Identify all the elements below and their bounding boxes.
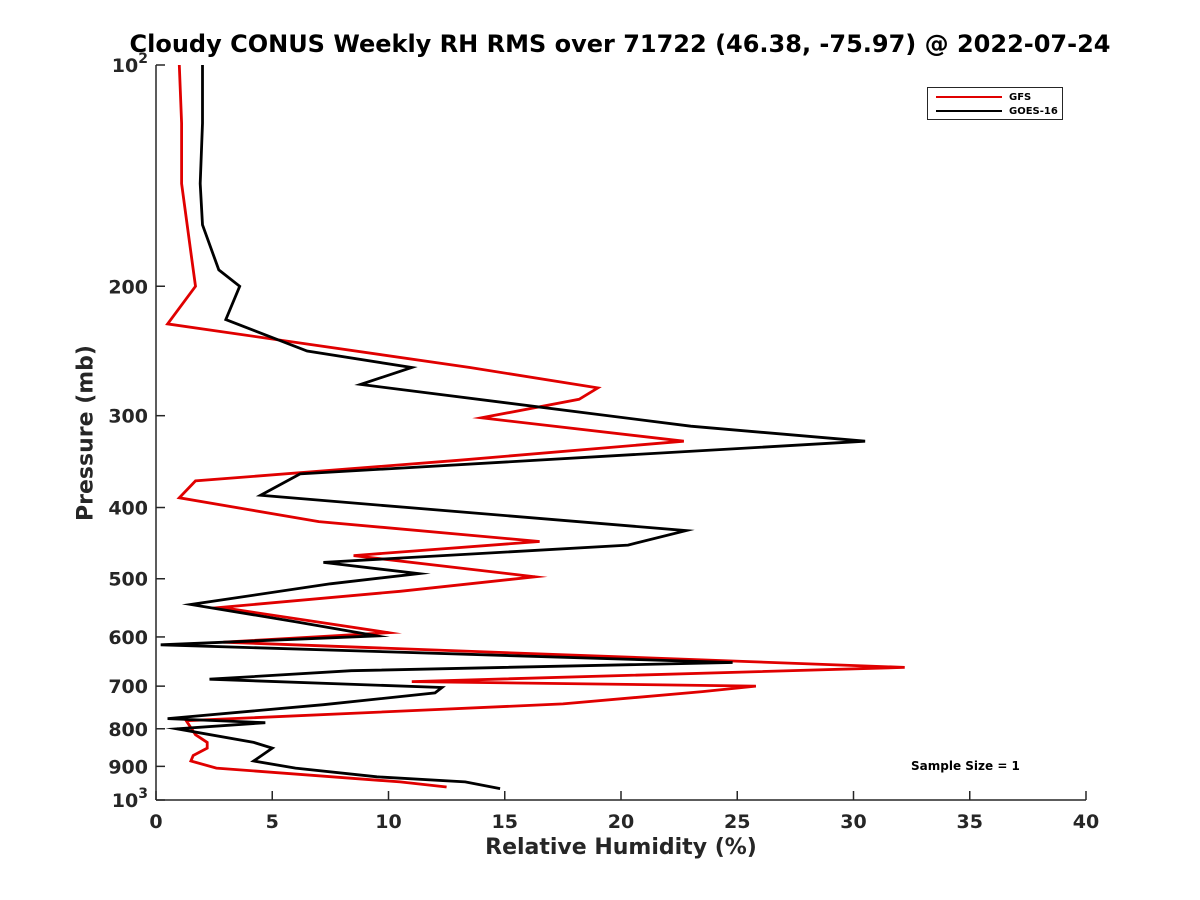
y-axis-label: Pressure (mb) [73,345,99,521]
plot-area [155,65,1086,801]
legend-label-goes16: GOES-16 [1009,105,1058,117]
legend-entry-gfs: GFS [936,90,1031,104]
x-tick-label: 30 [840,811,866,833]
y-tick-label: 800 [108,719,148,741]
legend-entry-goes16: GOES-16 [936,104,1058,118]
x-tick-label: 35 [957,811,983,833]
x-tick-label: 5 [266,811,279,833]
y-tick-label: 102 [112,51,148,77]
chart-title: Cloudy CONUS Weekly RH RMS over 71722 (4… [129,30,1111,58]
x-tick-label: 0 [149,811,162,833]
x-tick-label: 10 [375,811,401,833]
legend-label-gfs: GFS [1009,91,1032,103]
legend: GFS GOES-16 [927,87,1063,120]
x-axis: 0 5 10 15 20 25 30 35 40 [149,791,1099,833]
y-tick-label: 103 [112,786,148,812]
x-tick-label: 20 [608,811,634,833]
y-tick-label: 600 [108,627,148,649]
y-axis: 102 200 300 400 500 600 700 800 900 103 [108,51,165,812]
x-axis-label: Relative Humidity (%) [485,835,757,860]
x-tick-label: 15 [492,811,518,833]
y-tick-label: 300 [108,406,148,428]
y-tick-label: 900 [108,756,148,778]
y-tick-label: 500 [108,569,148,591]
series-line-gfs [165,64,905,789]
legend-swatch-gfs [936,96,1002,98]
x-tick-label: 40 [1073,811,1099,833]
legend-swatch-goes16 [936,110,1002,112]
x-tick-label: 25 [724,811,750,833]
y-tick-label: 200 [108,276,148,298]
y-tick-label: 400 [108,498,148,520]
sample-size-annotation: Sample Size = 1 [911,759,1020,773]
series-lines [160,64,905,790]
series-line-goes16 [160,65,866,790]
y-tick-label: 700 [108,676,148,698]
